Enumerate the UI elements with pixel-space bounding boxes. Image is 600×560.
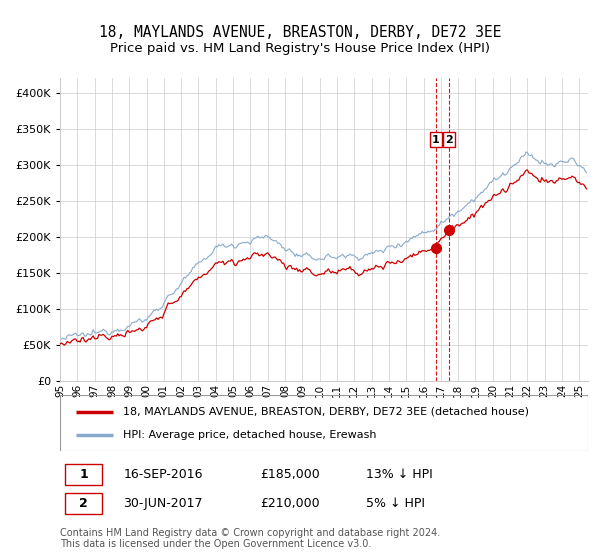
Text: 13% ↓ HPI: 13% ↓ HPI bbox=[366, 468, 433, 481]
Text: 18, MAYLANDS AVENUE, BREASTON, DERBY, DE72 3EE: 18, MAYLANDS AVENUE, BREASTON, DERBY, DE… bbox=[99, 25, 501, 40]
Text: Price paid vs. HM Land Registry's House Price Index (HPI): Price paid vs. HM Land Registry's House … bbox=[110, 42, 490, 55]
FancyBboxPatch shape bbox=[65, 464, 102, 485]
Text: £210,000: £210,000 bbox=[260, 497, 320, 510]
Text: Contains HM Land Registry data © Crown copyright and database right 2024.
This d: Contains HM Land Registry data © Crown c… bbox=[60, 528, 440, 549]
Text: 30-JUN-2017: 30-JUN-2017 bbox=[124, 497, 203, 510]
Text: £185,000: £185,000 bbox=[260, 468, 320, 481]
Text: 18, MAYLANDS AVENUE, BREASTON, DERBY, DE72 3EE (detached house): 18, MAYLANDS AVENUE, BREASTON, DERBY, DE… bbox=[124, 407, 529, 417]
Text: 2: 2 bbox=[79, 497, 88, 510]
Text: 1: 1 bbox=[79, 468, 88, 481]
Text: 16-SEP-2016: 16-SEP-2016 bbox=[124, 468, 203, 481]
FancyBboxPatch shape bbox=[65, 493, 102, 514]
Text: 1: 1 bbox=[432, 134, 440, 144]
Text: 2: 2 bbox=[445, 134, 453, 144]
Text: HPI: Average price, detached house, Erewash: HPI: Average price, detached house, Erew… bbox=[124, 430, 377, 440]
Text: 5% ↓ HPI: 5% ↓ HPI bbox=[366, 497, 425, 510]
